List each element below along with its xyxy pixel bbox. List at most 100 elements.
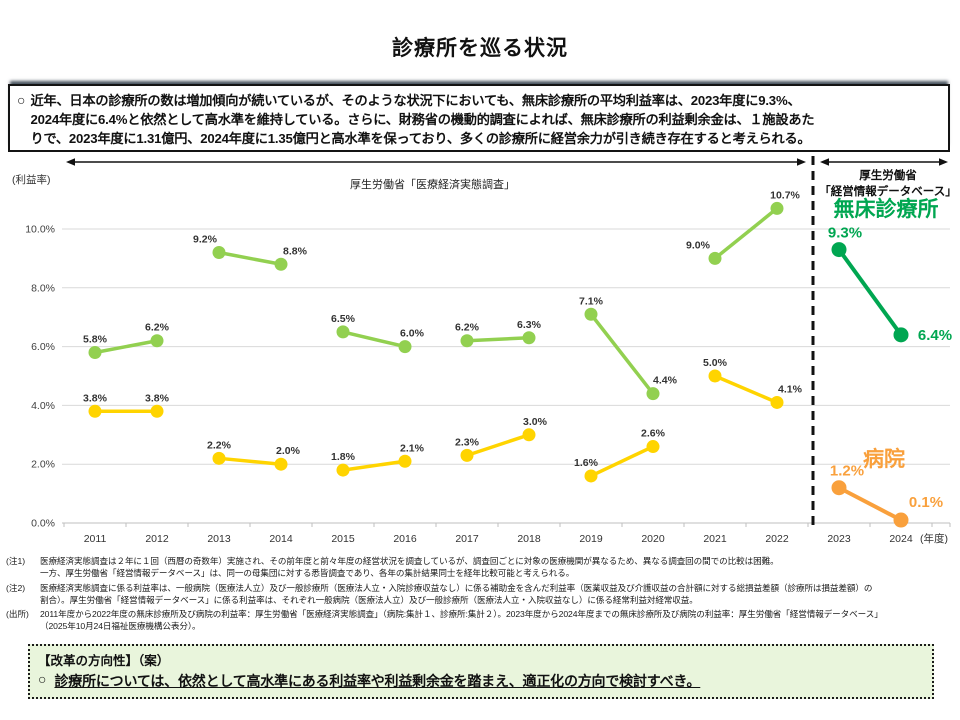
y-tick-label: 10.0% <box>25 224 55 236</box>
data-point-hs <box>212 451 226 465</box>
series-line-cs <box>218 250 282 266</box>
profit-rate-chart: 0.0% 2.0% 4.0% 6.0% 8.0% 10.0% 2011 2012 2013 201… <box>0 150 960 560</box>
data-point-hs <box>708 369 722 383</box>
data-point-hs <box>398 454 412 468</box>
footnote-source: (出所) 2011年度から2022年度の無床診療所及び病院の利益率：厚生労働省「… <box>6 609 956 633</box>
reform-direction-title: 【改革の方向性】（案） <box>38 654 170 668</box>
point-label: 2.0% <box>276 445 301 457</box>
footnote-label: (出所) <box>6 609 29 620</box>
data-point-hdb <box>893 512 909 528</box>
series-line-hs <box>466 433 530 458</box>
series-line-hs <box>590 444 654 478</box>
point-label: 9.0% <box>686 239 711 251</box>
footnotes: (注1) 医療経済実態調査は２年に１回（西暦の奇数年）実施され、その前年度と前々… <box>6 556 956 636</box>
page-title: 診療所を巡る状況 <box>392 37 568 60</box>
series-line-cs <box>342 330 406 349</box>
point-label: 3.8% <box>83 392 108 404</box>
data-point-cs <box>212 246 226 260</box>
series-line-cdb <box>837 248 903 337</box>
series-line-hs <box>218 456 282 466</box>
y-tick-label: 6.0% <box>31 341 55 353</box>
x-tick-label: 2014 <box>269 533 293 545</box>
data-point-hs <box>584 469 598 483</box>
source-label-survey: 厚生労働省「医療経済実態調査」 <box>350 179 515 191</box>
x-tick-label: 2021 <box>703 533 727 545</box>
summary-text: 近年、日本の診療所の数は増加傾向が続いているが、そのような状況下においても、無床… <box>30 93 815 146</box>
point-label: 6.3% <box>517 319 542 331</box>
point-label: 9.3% <box>828 225 862 242</box>
point-label: 2.3% <box>455 436 480 448</box>
footnote-2: (注2) 医療経済実態調査に係る利益率は、一般病院（医療法人立）及び一般診療所（… <box>6 583 956 607</box>
x-axis-unit: (年度) <box>920 532 948 545</box>
point-label: 1.6% <box>574 457 599 469</box>
point-label: 6.0% <box>400 328 425 340</box>
data-point-cs <box>770 201 784 215</box>
footnote-label: (注2) <box>6 582 26 593</box>
y-tick-label: 0.0% <box>31 518 55 530</box>
y-tick-label: 2.0% <box>31 459 55 471</box>
point-label: 2.2% <box>207 439 232 451</box>
series-legend-cdb: 無床診療所 <box>834 197 939 221</box>
footnote-text: 医療経済実態調査に係る利益率は、一般病院（医療法人立）及び一般診療所（医療法人立… <box>40 582 873 605</box>
data-point-hdb <box>831 480 847 496</box>
point-label: 6.2% <box>145 322 170 334</box>
data-point-cdb <box>831 242 847 258</box>
point-label: 6.5% <box>331 313 356 325</box>
summary-bullet-marker: ○ <box>17 92 26 108</box>
data-point-hs <box>336 463 350 477</box>
data-point-hs <box>274 457 288 471</box>
point-label: 3.8% <box>145 392 170 404</box>
data-point-cs <box>88 345 102 359</box>
x-tick-label: 2020 <box>641 533 665 545</box>
y-tick-label: 4.0% <box>31 400 55 412</box>
y-tick-label: 8.0% <box>31 282 55 294</box>
x-tick-label: 2017 <box>455 533 479 545</box>
x-tick-label: 2022 <box>765 533 789 545</box>
point-label: 2.1% <box>400 442 425 454</box>
chart-canvas: 0.0% 2.0% 4.0% 6.0% 8.0% 10.0% 2011 2012 2013 201… <box>25 156 952 545</box>
series-line-cs <box>466 336 530 343</box>
point-label: 1.2% <box>830 463 864 480</box>
series-line-cs <box>589 313 655 395</box>
data-point-hs <box>770 395 784 409</box>
point-label: 9.2% <box>193 234 218 246</box>
y-axis-title: (利益率) <box>12 174 51 186</box>
footnote-1: (注1) 医療経済実態調査は２年に１回（西暦の奇数年）実施され、その前年度と前々… <box>6 556 956 580</box>
data-point-cdb <box>893 327 909 343</box>
point-label: 1.8% <box>331 451 356 463</box>
data-point-cs <box>522 331 536 345</box>
x-tick-label: 2019 <box>579 533 603 545</box>
data-point-cs <box>150 334 164 348</box>
point-label: 2.6% <box>641 428 666 440</box>
data-point-cs <box>336 325 350 339</box>
x-tick-label: 2018 <box>517 533 541 545</box>
point-label: 7.1% <box>579 295 604 307</box>
reform-direction-text: 診療所については、依然として高水準にある利益率や利益剰余金を踏まえ、適正化の方向… <box>54 673 701 689</box>
reform-bullet-marker: ○ <box>38 671 47 687</box>
data-point-hs <box>150 404 164 418</box>
x-tick-label: 2011 <box>84 533 107 545</box>
series-line-cs <box>713 207 779 260</box>
point-label: 5.0% <box>703 357 728 369</box>
footnote-label: (注1) <box>6 556 26 566</box>
point-label: 6.2% <box>455 322 480 334</box>
series-line-hs <box>342 459 406 472</box>
reform-direction-box: 【改革の方向性】（案） ○ 診療所については、依然として高水準にある利益率や利益… <box>28 644 934 699</box>
footnote-text: 医療経済実態調査は２年に１回（西暦の奇数年）実施され、その前年度と前々年度の経営… <box>40 556 779 578</box>
database-span-arrow-head <box>939 158 948 166</box>
point-label: 5.8% <box>83 333 108 345</box>
series-line-cs <box>94 339 158 355</box>
data-point-hs <box>646 440 660 454</box>
database-span-arrow-head <box>820 158 829 166</box>
data-point-cs <box>646 387 660 401</box>
x-tick-label: 2016 <box>393 533 417 545</box>
x-tick-label: 2023 <box>827 533 851 545</box>
data-point-hs <box>522 428 536 442</box>
series-line-hs <box>714 374 778 405</box>
footnote-text: 2011年度から2022年度の無床診療所及び病院の利益率：厚生労働省「医療経済実… <box>40 609 883 632</box>
x-tick-label: 2012 <box>145 533 169 545</box>
x-tick-label: 2013 <box>207 533 231 545</box>
survey-span-arrow-head <box>66 158 75 166</box>
point-label: 8.8% <box>283 245 308 257</box>
data-point-cs <box>398 340 412 354</box>
